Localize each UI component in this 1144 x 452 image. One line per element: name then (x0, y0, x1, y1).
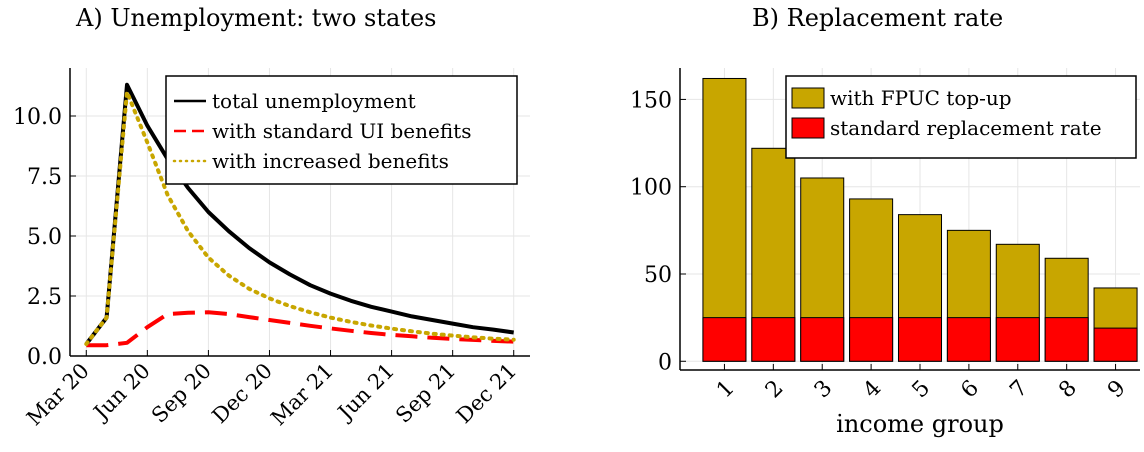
x-tick-label: 9 (1103, 376, 1131, 404)
x-tick-label: 3 (810, 376, 838, 404)
x-tick-label: 1 (712, 376, 740, 404)
legend-label: standard replacement rate (830, 116, 1102, 140)
panel-a-title: A) Unemployment: two states (76, 4, 437, 32)
legend-label: with increased benefits (212, 149, 449, 173)
x-tick-label: 7 (1005, 376, 1033, 404)
series-line-dotted (84, 90, 516, 346)
legend-label: total unemployment (212, 89, 416, 113)
bar-standard (702, 317, 747, 362)
x-tick-label: 6 (957, 376, 985, 404)
x-tick-label: 4 (859, 376, 887, 404)
bar-standard (849, 317, 894, 362)
panel-b-title: B) Replacement rate (752, 4, 1004, 32)
series-line-dashed (86, 310, 514, 348)
y-tick-label: 2.5 (27, 285, 62, 310)
bar-fpuc (702, 77, 747, 362)
series-line-solid (84, 82, 514, 346)
bar-standard (1093, 327, 1138, 362)
bar-standard (1044, 317, 1089, 362)
x-tick-label: 5 (908, 376, 936, 404)
y-tick-label: 0.0 (27, 345, 62, 370)
y-tick-label: 150 (630, 88, 672, 113)
legend-box (165, 75, 518, 185)
legend-swatch (791, 87, 825, 109)
y-tick-label: 7.5 (27, 165, 62, 190)
y-tick-label: 50 (644, 263, 672, 288)
x-tick-label: 2 (761, 376, 789, 404)
bar-standard (751, 317, 796, 362)
bar-standard (995, 317, 1040, 362)
bar-standard (946, 317, 991, 362)
legend-box (785, 75, 1137, 159)
legend-label: with standard UI benefits (212, 119, 471, 143)
y-tick-label: 100 (630, 176, 672, 201)
y-tick-label: 10.0 (13, 105, 62, 130)
bar-standard (897, 317, 943, 362)
y-tick-label: 0 (658, 350, 672, 375)
y-tick-label: 5.0 (27, 225, 62, 250)
x-tick-label: 8 (1054, 376, 1082, 404)
legend-label: with FPUC top-up (830, 86, 1012, 110)
x-axis-label: income group (836, 410, 1004, 438)
bar-standard (800, 317, 845, 362)
legend-swatch (791, 117, 825, 139)
